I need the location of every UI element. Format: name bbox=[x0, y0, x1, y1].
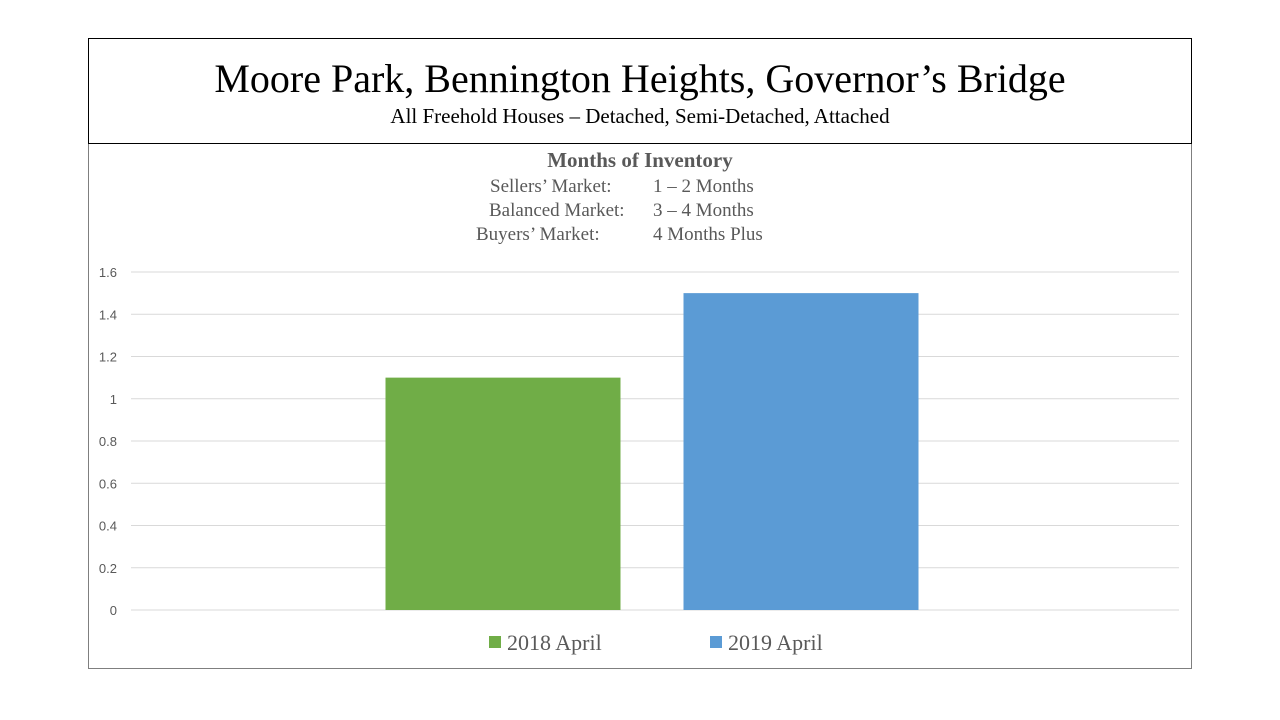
sellers-market-value: 1 – 2 Months bbox=[653, 176, 754, 197]
bar-2018-april bbox=[385, 377, 621, 610]
chart-container: Months of Inventory Sellers’ Market: 1 –… bbox=[88, 144, 1192, 669]
balanced-market-value: 3 – 4 Months bbox=[653, 200, 754, 221]
bar-chart: 0 0.2 0.4 0.6 0.8 1 1.2 1.4 1.6 2018 April 2019 Ap… bbox=[99, 265, 1179, 655]
y-tick-label: 0.8 bbox=[99, 434, 117, 449]
y-tick-label: 0.2 bbox=[99, 561, 117, 576]
y-tick-label: 0.6 bbox=[99, 476, 117, 491]
y-tick-label: 1 bbox=[110, 392, 117, 407]
y-tick-label: 0.4 bbox=[99, 519, 117, 534]
buyers-market-value: 4 Months Plus bbox=[653, 224, 763, 245]
buyers-market-label: Buyers’ Market: bbox=[476, 224, 600, 245]
y-tick-label: 1.4 bbox=[99, 307, 117, 322]
page-title: Moore Park, Bennington Heights, Governor… bbox=[214, 56, 1066, 101]
legend-swatch bbox=[710, 636, 722, 648]
y-tick-label: 0 bbox=[110, 603, 117, 618]
y-tick-label: 1.6 bbox=[99, 265, 117, 280]
balanced-market-label: Balanced Market: bbox=[489, 200, 625, 221]
y-tick-label: 1.2 bbox=[99, 350, 117, 365]
page-subtitle: All Freehold Houses – Detached, Semi-Det… bbox=[390, 104, 890, 128]
header-box: Moore Park, Bennington Heights, Governor… bbox=[88, 38, 1192, 144]
sellers-market-label: Sellers’ Market: bbox=[490, 176, 612, 197]
chart-title: Months of Inventory bbox=[547, 148, 733, 172]
legend-swatch bbox=[489, 636, 501, 648]
legend-label: 2019 April bbox=[728, 630, 823, 655]
bar-2019-april bbox=[683, 293, 919, 610]
legend-label: 2018 April bbox=[507, 630, 602, 655]
